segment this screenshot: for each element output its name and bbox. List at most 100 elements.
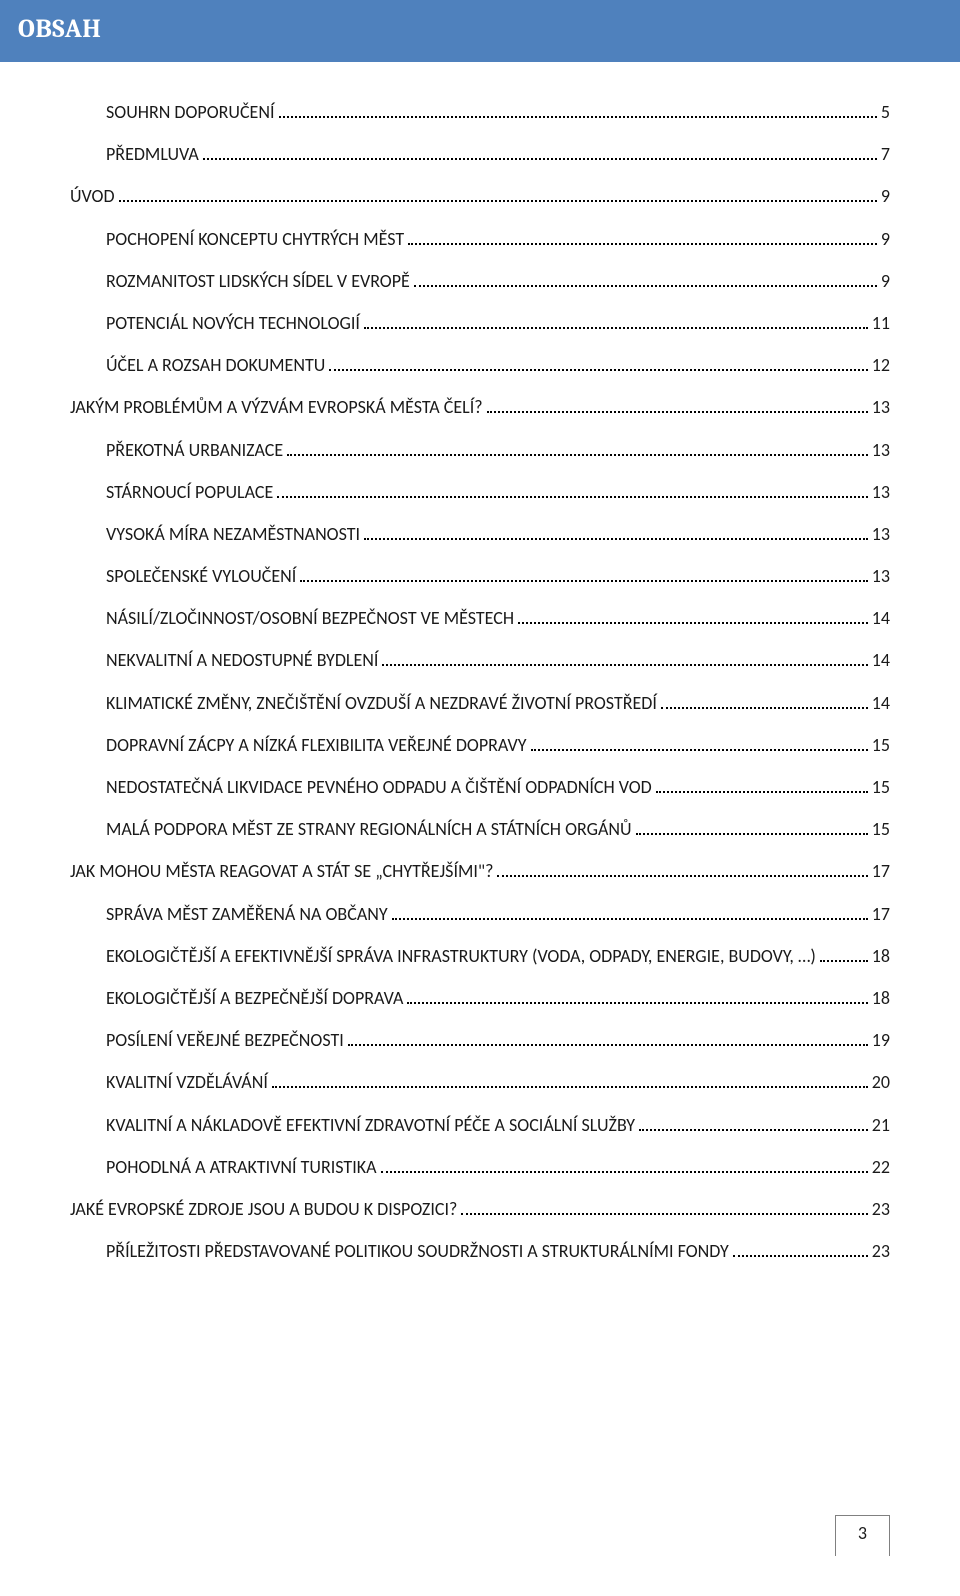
toc-entry-label: EKOLOGIČTĚJŠÍ A BEZPEČNĚJŠÍ DOPRAVA — [106, 986, 403, 1011]
toc-entry[interactable]: EKOLOGIČTĚJŠÍ A EFEKTIVNĚJŠÍ SPRÁVA INFR… — [106, 944, 890, 969]
toc-entry-label: ÚČEL A ROZSAH DOKUMENTU — [106, 353, 325, 378]
toc-entry-label: PŘEKOTNÁ URBANIZACE — [106, 438, 283, 463]
toc-entry[interactable]: ÚČEL A ROZSAH DOKUMENTU 12 — [106, 353, 890, 378]
toc-leader-dots — [639, 1114, 868, 1130]
toc-entry-label: KVALITNÍ VZDĚLÁVÁNÍ — [106, 1070, 268, 1095]
toc-entry[interactable]: KLIMATICKÉ ZMĚNY, ZNEČIŠTĚNÍ OVZDUŠÍ A N… — [106, 691, 890, 716]
toc-entry-label: SPOLEČENSKÉ VYLOUČENÍ — [106, 564, 296, 589]
toc-entry-label: POSÍLENÍ VEŘEJNÉ BEZPEČNOSTI — [106, 1028, 344, 1053]
toc-entry[interactable]: POCHOPENÍ KONCEPTU CHYTRÝCH MĚST 9 — [106, 227, 890, 252]
toc-entry[interactable]: JAKÝM PROBLÉMŮM A VÝZVÁM EVROPSKÁ MĚSTA … — [70, 395, 890, 420]
toc-leader-dots — [487, 397, 868, 413]
toc-entry-page: 19 — [872, 1028, 890, 1053]
toc-leader-dots — [364, 524, 868, 540]
toc-entry[interactable]: SPRÁVA MĚST ZAMĚŘENÁ NA OBČANY 17 — [106, 902, 890, 927]
toc-entry-label: JAKÉ EVROPSKÉ ZDROJE JSOU A BUDOU K DISP… — [70, 1197, 457, 1222]
toc-entry[interactable]: STÁRNOUCÍ POPULACE 13 — [106, 480, 890, 505]
toc-leader-dots — [820, 946, 868, 962]
toc-entry-label: ROZMANITOST LIDSKÝCH SÍDEL V EVROPĚ — [106, 269, 410, 294]
toc-entry[interactable]: ROZMANITOST LIDSKÝCH SÍDEL V EVROPĚ 9 — [106, 269, 890, 294]
toc-leader-dots — [518, 608, 868, 624]
page-number-value: 3 — [858, 1522, 867, 1544]
toc-entry-page: 18 — [872, 986, 890, 1011]
toc-entry-label: DOPRAVNÍ ZÁCPY A NÍZKÁ FLEXIBILITA VEŘEJ… — [106, 733, 527, 758]
toc-leader-dots — [733, 1241, 868, 1257]
toc-entry-page: 13 — [872, 438, 890, 463]
toc-entry-page: 13 — [872, 522, 890, 547]
toc-entry[interactable]: POHODLNÁ A ATRAKTIVNÍ TURISTIKA 22 — [106, 1155, 890, 1180]
toc-entry-label: SPRÁVA MĚST ZAMĚŘENÁ NA OBČANY — [106, 902, 388, 927]
toc-entry-page: 13 — [872, 395, 890, 420]
toc-entry-page: 15 — [872, 817, 890, 842]
toc-entry-label: POCHOPENÍ KONCEPTU CHYTRÝCH MĚST — [106, 227, 404, 252]
toc-entry-page: 15 — [872, 775, 890, 800]
toc-entry[interactable]: JAK MOHOU MĚSTA REAGOVAT A STÁT SE „CHYT… — [70, 859, 890, 884]
toc-entry[interactable]: POTENCIÁL NOVÝCH TECHNOLOGIÍ 11 — [106, 311, 890, 336]
toc-entry[interactable]: VYSOKÁ MÍRA NEZAMĚSTNANOSTI 13 — [106, 522, 890, 547]
toc-entry-page: 13 — [872, 564, 890, 589]
toc-entry[interactable]: NEDOSTATEČNÁ LIKVIDACE PEVNÉHO ODPADU A … — [106, 775, 890, 800]
toc-leader-dots — [300, 566, 867, 582]
toc-leader-dots — [407, 988, 867, 1004]
toc-leader-dots — [461, 1199, 867, 1215]
toc-entry-page: 23 — [872, 1197, 890, 1222]
toc-leader-dots — [119, 186, 877, 202]
toc-entry-page: 17 — [872, 902, 890, 927]
toc-entry-page: 7 — [881, 142, 890, 167]
header-title: OBSAH — [18, 14, 101, 44]
toc-entry[interactable]: NEKVALITNÍ A NEDOSTUPNÉ BYDLENÍ 14 — [106, 648, 890, 673]
toc-entry-page: 17 — [872, 859, 890, 884]
page-header: OBSAH — [0, 0, 960, 62]
toc-leader-dots — [636, 819, 868, 835]
toc-entry[interactable]: SOUHRN DOPORUČENÍ 5 — [106, 100, 890, 125]
toc-entry[interactable]: PŘEKOTNÁ URBANIZACE 13 — [106, 438, 890, 463]
toc-entry[interactable]: EKOLOGIČTĚJŠÍ A BEZPEČNĚJŠÍ DOPRAVA 18 — [106, 986, 890, 1011]
toc-leader-dots — [279, 102, 877, 118]
toc-entry-page: 9 — [881, 227, 890, 252]
toc-entry[interactable]: JAKÉ EVROPSKÉ ZDROJE JSOU A BUDOU K DISP… — [70, 1197, 890, 1222]
toc-entry-page: 14 — [872, 691, 890, 716]
toc-entry-page: 5 — [881, 100, 890, 125]
toc-entry-label: POTENCIÁL NOVÝCH TECHNOLOGIÍ — [106, 311, 360, 336]
toc-leader-dots — [497, 861, 867, 877]
toc-entry[interactable]: MALÁ PODPORA MĚST ZE STRANY REGIONÁLNÍCH… — [106, 817, 890, 842]
toc-entry[interactable]: KVALITNÍ A NÁKLADOVĚ EFEKTIVNÍ ZDRAVOTNÍ… — [106, 1113, 890, 1138]
toc-entry-label: PŘEDMLUVA — [106, 142, 199, 167]
toc-entry[interactable]: NÁSILÍ/ZLOČINNOST/OSOBNÍ BEZPEČNOST VE M… — [106, 606, 890, 631]
toc-entry-page: 15 — [872, 733, 890, 758]
toc-leader-dots — [277, 482, 867, 498]
toc-entry-label: POHODLNÁ A ATRAKTIVNÍ TURISTIKA — [106, 1155, 377, 1180]
toc-entry-label: VYSOKÁ MÍRA NEZAMĚSTNANOSTI — [106, 522, 360, 547]
toc-entry-page: 9 — [881, 269, 890, 294]
toc-entry-label: SOUHRN DOPORUČENÍ — [106, 100, 275, 125]
toc-leader-dots — [392, 903, 868, 919]
toc-leader-dots — [531, 735, 868, 751]
toc-entry[interactable]: PŘEDMLUVA 7 — [106, 142, 890, 167]
toc-entry-label: NEKVALITNÍ A NEDOSTUPNÉ BYDLENÍ — [106, 648, 378, 673]
toc-entry[interactable]: ÚVOD 9 — [70, 184, 890, 209]
toc-entry-label: JAKÝM PROBLÉMŮM A VÝZVÁM EVROPSKÁ MĚSTA … — [70, 395, 483, 420]
toc-leader-dots — [408, 228, 877, 244]
toc-entry[interactable]: POSÍLENÍ VEŘEJNÉ BEZPEČNOSTI 19 — [106, 1028, 890, 1053]
toc-entry-page: 13 — [872, 480, 890, 505]
page-number: 3 — [835, 1515, 890, 1556]
toc-entry-page: 20 — [872, 1070, 890, 1095]
toc-entry-page: 14 — [872, 606, 890, 631]
toc-entry-label: KLIMATICKÉ ZMĚNY, ZNEČIŠTĚNÍ OVZDUŠÍ A N… — [106, 691, 657, 716]
toc-entry-label: PŘÍLEŽITOSTI PŘEDSTAVOVANÉ POLITIKOU SOU… — [106, 1239, 729, 1264]
toc-entry[interactable]: DOPRAVNÍ ZÁCPY A NÍZKÁ FLEXIBILITA VEŘEJ… — [106, 733, 890, 758]
toc-entry[interactable]: KVALITNÍ VZDĚLÁVÁNÍ 20 — [106, 1070, 890, 1095]
toc-entry-page: 22 — [872, 1155, 890, 1180]
toc-entry-page: 23 — [872, 1239, 890, 1264]
toc-entry-label: NÁSILÍ/ZLOČINNOST/OSOBNÍ BEZPEČNOST VE M… — [106, 606, 514, 631]
toc-entry-label: KVALITNÍ A NÁKLADOVĚ EFEKTIVNÍ ZDRAVOTNÍ… — [106, 1113, 635, 1138]
toc-entry-label: ÚVOD — [70, 184, 115, 209]
toc-leader-dots — [382, 650, 867, 666]
table-of-contents: SOUHRN DOPORUČENÍ 5PŘEDMLUVA 7ÚVOD 9POCH… — [0, 62, 960, 1264]
toc-entry[interactable]: SPOLEČENSKÉ VYLOUČENÍ 13 — [106, 564, 890, 589]
toc-entry-label: MALÁ PODPORA MĚST ZE STRANY REGIONÁLNÍCH… — [106, 817, 632, 842]
toc-leader-dots — [414, 271, 877, 287]
toc-leader-dots — [656, 777, 868, 793]
toc-entry[interactable]: PŘÍLEŽITOSTI PŘEDSTAVOVANÉ POLITIKOU SOU… — [106, 1239, 890, 1264]
toc-leader-dots — [203, 144, 877, 160]
